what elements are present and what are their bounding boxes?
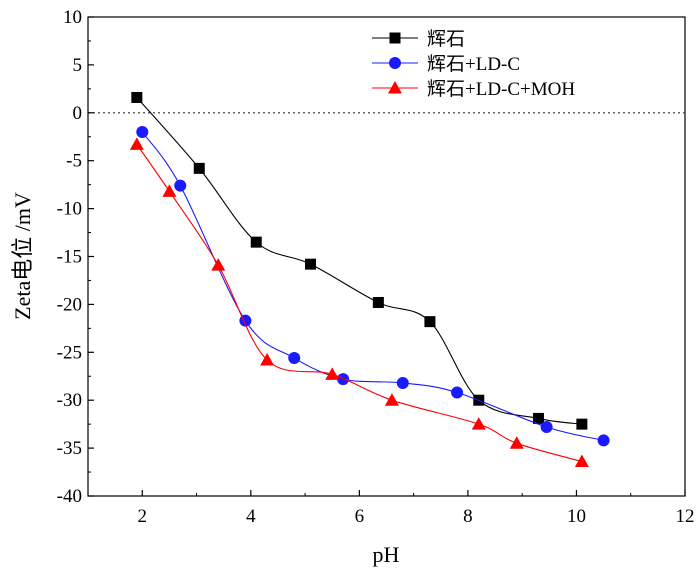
data-point-pyroxene-ldc xyxy=(337,373,350,386)
data-point-pyroxene-ldc xyxy=(174,179,187,192)
x-tick-label: 2 xyxy=(138,506,148,527)
data-point-pyroxene-ldc xyxy=(136,125,149,138)
data-point-pyroxene xyxy=(193,162,205,174)
legend-label-pyroxene: 辉石 xyxy=(427,28,465,50)
series-line-pyroxene-ldc-moh xyxy=(136,144,583,463)
data-point-pyroxene-ldc xyxy=(288,352,301,365)
y-tick-label: -25 xyxy=(57,342,82,363)
data-point-pyroxene xyxy=(532,412,544,424)
legend-label-pyroxene-ldc-moh: 辉石+LD-C+MOH xyxy=(427,78,575,100)
legend-label-pyroxene-ldc: 辉石+LD-C xyxy=(427,53,520,75)
y-tick-label: 5 xyxy=(73,55,83,76)
data-point-pyroxene-ldc xyxy=(451,386,464,399)
data-point-pyroxene-ldc-moh xyxy=(509,436,524,449)
data-point-pyroxene xyxy=(250,236,262,248)
data-point-pyroxene-ldc-moh xyxy=(129,137,144,150)
data-point-pyroxene-ldc xyxy=(396,376,409,389)
x-tick-label: 6 xyxy=(355,506,365,527)
y-tick-label: -20 xyxy=(57,294,82,315)
data-point-pyroxene xyxy=(305,258,317,270)
legend-marker-pyroxene-ldc xyxy=(389,57,401,69)
plot-frame xyxy=(87,16,686,497)
legend-marker-pyroxene-ldc-moh xyxy=(388,81,402,94)
x-tick-label: 10 xyxy=(567,506,586,527)
x-tick-label: 8 xyxy=(463,506,473,527)
series-layer xyxy=(129,91,610,468)
data-point-pyroxene-ldc xyxy=(540,421,553,434)
y-tick-label: -40 xyxy=(57,486,82,507)
y-axis-ticks: 10 5 0 -5 -10 -15 -20 -25 -30 -35 -40 xyxy=(57,7,94,507)
series-line-pyroxene xyxy=(136,97,582,425)
data-point-pyroxene-ldc-moh xyxy=(574,454,589,468)
data-point-pyroxene-ldc-moh xyxy=(471,417,486,430)
data-point-pyroxene xyxy=(576,418,588,430)
data-point-pyroxene-ldc-moh xyxy=(384,393,399,406)
data-point-pyroxene-ldc xyxy=(597,434,610,447)
data-point-pyroxene-ldc-moh xyxy=(162,184,177,197)
x-tick-label: 12 xyxy=(676,506,695,527)
data-point-pyroxene xyxy=(131,91,143,103)
series-pyroxene xyxy=(131,91,588,430)
legend-marker-pyroxene xyxy=(389,32,401,44)
x-axis-ticks: 2 4 6 8 10 12 xyxy=(87,490,695,527)
data-point-pyroxene-ldc-moh xyxy=(260,352,275,366)
y-tick-label: 10 xyxy=(63,7,82,28)
y-tick-label: -5 xyxy=(66,151,82,172)
data-point-pyroxene-ldc-moh xyxy=(325,367,340,380)
x-tick-label: 4 xyxy=(246,506,256,527)
data-point-pyroxene xyxy=(424,316,436,328)
series-line-pyroxene-ldc xyxy=(141,131,604,441)
series-pyroxene-ldc xyxy=(136,125,610,447)
y-tick-label: -30 xyxy=(57,390,82,411)
y-tick-label: -15 xyxy=(57,247,82,268)
series-pyroxene-ldc-moh xyxy=(129,137,589,468)
data-point-pyroxene-ldc-moh xyxy=(211,258,226,271)
y-axis-title: Zeta电位 /mV xyxy=(10,192,35,320)
x-axis-title: pH xyxy=(373,542,400,567)
y-tick-label: 0 xyxy=(73,103,83,124)
data-point-pyroxene xyxy=(372,296,384,308)
y-tick-label: -10 xyxy=(57,199,82,220)
y-tick-label: -35 xyxy=(57,438,82,459)
